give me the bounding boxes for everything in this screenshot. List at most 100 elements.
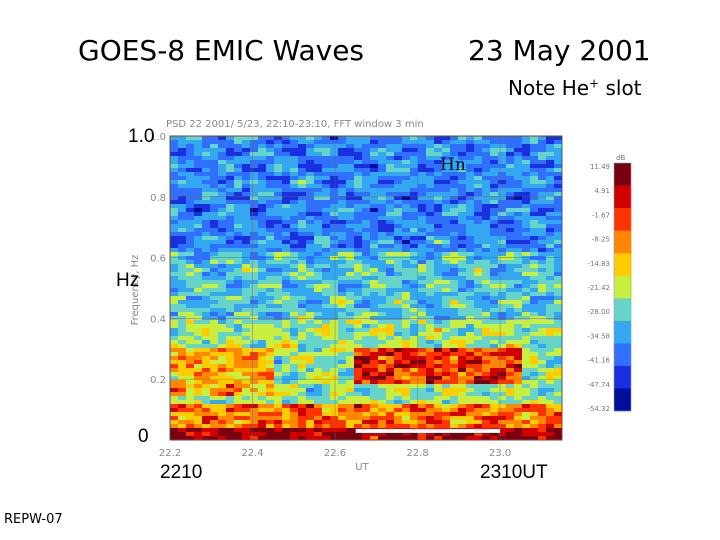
heat-cell (266, 432, 275, 437)
heat-cell (522, 312, 531, 317)
heat-cell (546, 312, 555, 317)
heat-cell (186, 324, 195, 329)
heat-cell (170, 400, 179, 405)
heat-cell (450, 292, 459, 297)
heat-cell (346, 224, 355, 229)
heat-cell (370, 296, 379, 301)
heat-cell (282, 168, 291, 173)
heat-cell (538, 276, 547, 281)
heat-cell (514, 196, 523, 201)
heat-cell (346, 276, 355, 281)
heat-cell (194, 236, 203, 241)
heat-cell (434, 212, 443, 217)
heat-cell (218, 268, 227, 273)
heat-cell (402, 392, 411, 397)
heat-cell (450, 164, 459, 169)
heat-cell (330, 332, 339, 337)
heat-cell (434, 144, 443, 149)
heat-cell (322, 312, 331, 317)
heat-cell (226, 196, 235, 201)
heat-cell (234, 256, 243, 261)
heat-cell (250, 160, 259, 165)
heat-cell (354, 160, 363, 165)
heat-cell (490, 144, 499, 149)
heat-cell (226, 432, 235, 437)
heat-cell (194, 160, 203, 165)
heat-cell (490, 208, 499, 213)
heat-cell (442, 228, 451, 233)
heat-cell (314, 244, 323, 249)
heat-cell (378, 396, 387, 401)
heat-cell (218, 152, 227, 157)
heat-cell (226, 276, 235, 281)
heat-cell (538, 348, 547, 353)
slide-title: GOES-8 EMIC Waves (78, 34, 365, 67)
heat-cell (170, 336, 179, 341)
heat-cell (314, 176, 323, 181)
heat-cell (466, 240, 475, 245)
heat-cell (522, 284, 531, 289)
heat-cell (274, 280, 283, 285)
colorbar-label: -34.58 (587, 332, 610, 340)
heat-cell (522, 268, 531, 273)
heat-cell (482, 320, 491, 325)
heat-cell (330, 248, 339, 253)
heat-cell (218, 284, 227, 289)
heat-cell (474, 172, 483, 177)
heat-cell (170, 344, 179, 349)
heat-cell (426, 412, 435, 417)
heat-cell (458, 292, 467, 297)
heat-cell (506, 176, 515, 181)
heat-cell (306, 248, 315, 253)
y-tick-label: 1.0 (150, 132, 166, 143)
heat-cell (402, 304, 411, 309)
heat-cell (514, 212, 523, 217)
heat-cell (178, 388, 187, 393)
heat-cell (546, 300, 555, 305)
heat-cell (306, 360, 315, 365)
heat-cell (226, 296, 235, 301)
heat-cell (474, 400, 483, 405)
heat-cell (410, 208, 419, 213)
heat-cell (258, 308, 267, 313)
heat-cell (282, 308, 291, 313)
heat-cell (426, 268, 435, 273)
heat-cell (186, 288, 195, 293)
heat-cell (330, 192, 339, 197)
heat-cell (362, 436, 371, 440)
heat-cell (266, 352, 275, 357)
heat-cell (234, 356, 243, 361)
heat-cell (242, 312, 251, 317)
heat-cell (426, 384, 435, 389)
heat-cell (258, 256, 267, 261)
heat-cell (338, 384, 347, 389)
heat-cell (194, 284, 203, 289)
heat-cell (210, 320, 219, 325)
heat-cell (346, 328, 355, 333)
heat-cell (506, 180, 515, 185)
heat-cell (498, 272, 507, 277)
heat-cell (434, 324, 443, 329)
heat-cell (322, 396, 331, 401)
heat-cell (474, 176, 483, 181)
heat-cell (322, 308, 331, 313)
heat-cell (482, 276, 491, 281)
heat-cell (354, 352, 363, 357)
heat-cell (498, 220, 507, 225)
heat-cell (538, 328, 547, 333)
heat-cell (498, 164, 507, 169)
heat-cell (410, 176, 419, 181)
heat-cell (482, 324, 491, 329)
heat-cell (250, 184, 259, 189)
heat-cell (530, 296, 539, 301)
heat-cell (306, 312, 315, 317)
heat-cell (450, 192, 459, 197)
heat-cell (362, 300, 371, 305)
heat-cell (418, 252, 427, 257)
heat-cell (338, 284, 347, 289)
heat-cell (354, 408, 363, 413)
heat-cell (434, 392, 443, 397)
heat-cell (554, 212, 562, 217)
heat-cell (434, 380, 443, 385)
heat-cell (482, 420, 491, 425)
